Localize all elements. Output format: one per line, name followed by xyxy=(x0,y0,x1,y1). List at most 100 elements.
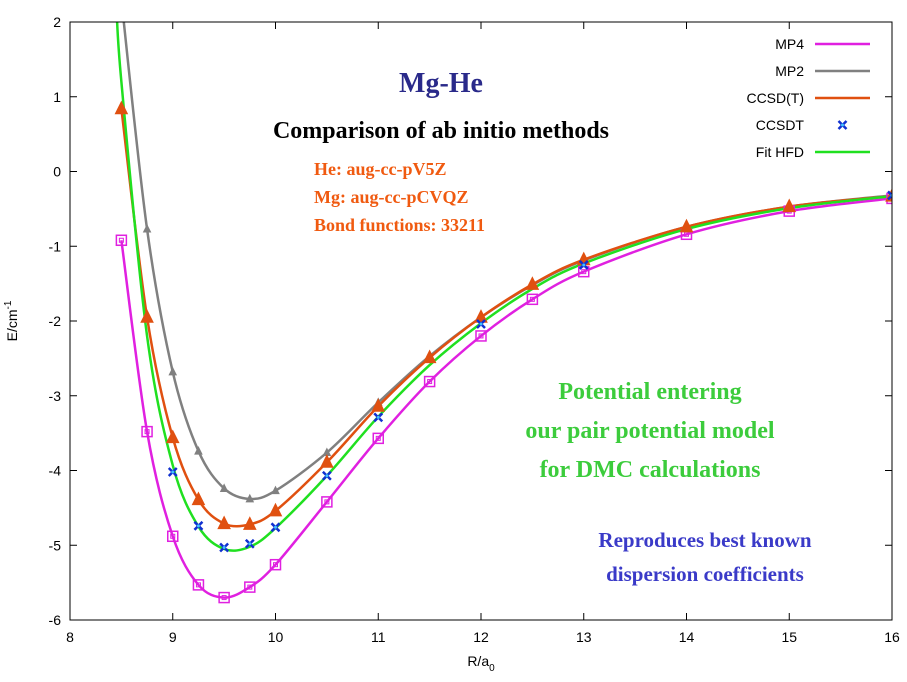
point-mp4-inner xyxy=(427,379,433,385)
point-ccsdt xyxy=(373,412,384,423)
point-ccsdt xyxy=(578,260,589,270)
point-ccsd-t xyxy=(165,429,180,444)
legend-label-mp2: MP2 xyxy=(775,63,804,79)
point-ccsd-t xyxy=(114,100,129,115)
point-ccsdt xyxy=(193,520,204,531)
basis-line-he: He: aug-cc-pV5Z xyxy=(314,159,446,179)
point-ccsdt xyxy=(476,319,486,329)
point-ccsd-t xyxy=(191,491,206,506)
point-mp4 xyxy=(218,591,230,604)
x-tick-label: 8 xyxy=(66,629,74,645)
y-tick-label: -6 xyxy=(49,612,62,628)
point-mp2 xyxy=(271,485,280,495)
point-ccsdt xyxy=(244,538,255,549)
point-mp2 xyxy=(168,366,178,376)
y-tick-label: -3 xyxy=(49,388,62,404)
y-tick-label: 1 xyxy=(53,89,61,105)
chart-subtitle: Comparison of ab initio methods xyxy=(273,118,609,144)
series-markers xyxy=(114,0,892,604)
point-ccsdt xyxy=(270,522,281,533)
x-tick-label: 13 xyxy=(576,629,592,645)
point-mp4 xyxy=(423,375,436,388)
note-green-2: our pair potential model xyxy=(525,418,774,444)
point-ccsd-t xyxy=(140,309,154,323)
y-tick-label: -5 xyxy=(49,537,62,553)
point-mp4 xyxy=(244,581,256,593)
point-ccsd-t xyxy=(243,516,257,530)
x-tick-label: 12 xyxy=(473,629,489,645)
point-mp4 xyxy=(475,330,487,342)
point-ccsd-t xyxy=(422,349,437,364)
point-mp4-inner xyxy=(195,582,201,588)
point-mp4-inner xyxy=(478,333,484,339)
point-ccsd-t xyxy=(679,218,694,233)
x-tick-label: 11 xyxy=(371,629,386,645)
point-mp4 xyxy=(115,234,128,247)
point-mp4-inner xyxy=(273,562,278,568)
x-axis-label-subscript: 0 xyxy=(489,663,495,674)
point-mp4 xyxy=(192,579,205,591)
point-ccsd-t xyxy=(371,398,386,412)
series-line-mp4 xyxy=(120,197,892,599)
x-axis-label-main: R/a xyxy=(467,653,489,669)
point-mp4-inner xyxy=(324,499,330,505)
x-tick-label: 15 xyxy=(781,629,797,645)
point-mp4 xyxy=(526,293,539,306)
note-blue-2: dispersion coefficients xyxy=(606,562,804,586)
point-ccsdt xyxy=(167,467,178,477)
y-tick-label: 0 xyxy=(53,164,61,180)
y-tick-label: -4 xyxy=(49,463,62,479)
point-mp4 xyxy=(141,425,153,438)
series-curves xyxy=(115,22,892,599)
y-axis-label: E/cm-1 xyxy=(3,300,20,341)
point-mp2 xyxy=(245,493,255,503)
point-mp4 xyxy=(372,432,384,445)
point-ccsd-t xyxy=(268,502,283,517)
x-axis-label: R/a0 xyxy=(467,653,495,674)
y-axis-label-superscript: -1 xyxy=(3,300,14,309)
y-axis-label-main: E/cm xyxy=(4,310,20,342)
x-tick-label: 14 xyxy=(679,629,695,645)
legend-label-ccsdt: CCSDT xyxy=(756,117,805,133)
point-ccsdt xyxy=(321,470,332,481)
point-mp4-inner xyxy=(375,435,381,441)
point-mp4-inner xyxy=(118,237,124,243)
note-blue-1: Reproduces best known xyxy=(598,528,811,552)
point-mp4-inner xyxy=(170,533,176,539)
point-mp2 xyxy=(142,223,152,233)
point-mp2 xyxy=(194,445,203,455)
x-tick-label: 9 xyxy=(169,629,177,645)
point-mp4-inner xyxy=(144,429,150,435)
y-tick-label: -2 xyxy=(49,313,62,329)
point-mp4-inner xyxy=(221,595,227,601)
note-green-3: for DMC calculations xyxy=(540,457,761,483)
point-mp4-inner xyxy=(247,584,253,590)
y-tick-label: -1 xyxy=(49,238,62,254)
point-mp4 xyxy=(167,530,179,543)
y-tick-label: 2 xyxy=(53,14,61,30)
legend-label-fit-hfd: Fit HFD xyxy=(756,144,804,160)
annotations: Mg-He Comparison of ab initio methods He… xyxy=(273,68,812,586)
x-tick-label: 10 xyxy=(268,629,284,645)
point-ccsd-t xyxy=(525,276,540,290)
point-mp4 xyxy=(321,496,333,508)
legend: MP4 MP2 CCSD(T) CCSDT Fit HFD xyxy=(746,36,870,160)
chart-title: Mg-He xyxy=(399,68,483,99)
point-mp4 xyxy=(269,558,282,571)
point-mp4-inner xyxy=(529,296,535,302)
point-mp2 xyxy=(118,0,125,3)
note-green-1: Potential entering xyxy=(558,379,741,405)
point-mp2 xyxy=(219,483,229,492)
x-tick-label: 16 xyxy=(884,629,900,645)
point-ccsd-t xyxy=(320,454,334,468)
basis-line-mg: Mg: aug-cc-pCVQZ xyxy=(314,187,468,207)
series-line-fit-hfd xyxy=(115,22,892,552)
point-ccsd-t xyxy=(782,198,797,213)
series-line-ccsd-t xyxy=(120,108,892,528)
point-ccsd-t xyxy=(217,515,231,530)
point-ccsdt xyxy=(219,542,230,553)
point-mp4-inner xyxy=(581,269,587,275)
legend-label-ccsd-t: CCSD(T) xyxy=(746,90,804,106)
